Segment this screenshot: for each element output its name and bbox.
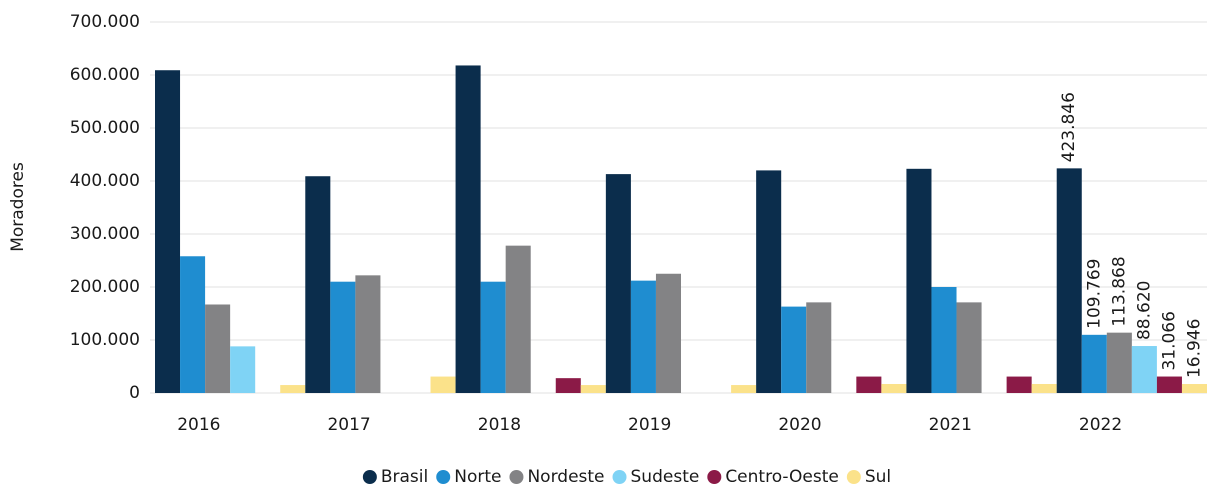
- x-tick-label: 2021: [929, 415, 972, 435]
- bar: [580, 385, 606, 393]
- bar: [330, 281, 356, 393]
- bar: [1156, 376, 1182, 393]
- bar: [180, 256, 206, 393]
- y-tick-label: 200.000: [70, 277, 140, 297]
- bar: [806, 302, 832, 393]
- legend-marker: [707, 470, 722, 484]
- bar: [1131, 346, 1157, 393]
- y-tick-label: 300.000: [70, 224, 140, 244]
- data-label: 88.620: [1134, 281, 1154, 340]
- bar: [1106, 332, 1132, 393]
- bar: [205, 304, 231, 393]
- x-tick-label: 2016: [177, 415, 220, 435]
- bar: [931, 287, 957, 393]
- legend-label: Sul: [865, 467, 891, 486]
- data-label: 31.066: [1159, 311, 1179, 370]
- bar: [305, 176, 331, 393]
- legend-label: Brasil: [381, 467, 428, 486]
- x-tick-label: 2017: [327, 415, 370, 435]
- bar: [756, 170, 782, 393]
- legend: Brasil Norte Nordeste Sudeste Centro-Oeste Su…: [362, 467, 891, 486]
- y-tick-label: 0: [129, 383, 140, 403]
- legend-label: Norte: [454, 467, 501, 486]
- bar: [630, 280, 656, 393]
- y-tick-label: 500.000: [70, 118, 140, 138]
- data-label: 113.868: [1109, 256, 1129, 326]
- bar: [1056, 168, 1082, 393]
- bar: [906, 168, 932, 393]
- bar: [1031, 383, 1057, 393]
- bar: [856, 376, 882, 393]
- data-label: 109.769: [1084, 259, 1104, 329]
- y-tick-label: 400.000: [70, 171, 140, 191]
- y-tick-label: 700.000: [70, 12, 140, 32]
- y-axis-label: Moradores: [8, 162, 28, 252]
- y-tick-label: 600.000: [70, 65, 140, 85]
- bar: [731, 385, 757, 393]
- legend-marker: [436, 470, 451, 484]
- bar: [280, 385, 306, 393]
- bar: [781, 306, 807, 393]
- x-tick-label: 2020: [778, 415, 821, 435]
- bar: [455, 65, 481, 394]
- x-tick-label: 2022: [1079, 415, 1122, 435]
- legend-label: Centro-Oeste: [725, 467, 839, 486]
- legend-marker: [612, 470, 627, 484]
- x-tick-label: 2019: [628, 415, 671, 435]
- bar: [430, 376, 456, 393]
- data-label: 16.946: [1184, 319, 1204, 378]
- legend-marker: [509, 470, 524, 484]
- y-tick-label: 100.000: [70, 330, 140, 350]
- bar: [655, 273, 681, 393]
- legend-label: Nordeste: [527, 467, 604, 486]
- legend-label: Sudeste: [631, 467, 700, 486]
- bar: [1181, 384, 1207, 393]
- bar: [956, 302, 982, 393]
- bar: [555, 378, 581, 393]
- data-label: 423.846: [1059, 92, 1079, 162]
- bar: [605, 174, 631, 393]
- bar: [230, 346, 256, 393]
- bar: [480, 281, 506, 393]
- bar: [1081, 334, 1107, 393]
- legend-marker: [362, 470, 377, 484]
- bar: [355, 275, 381, 393]
- bar: [1006, 376, 1032, 393]
- bar: [505, 245, 531, 393]
- bar: [155, 70, 181, 393]
- x-tick-label: 2018: [478, 415, 521, 435]
- bar: [881, 383, 907, 393]
- legend-marker: [846, 470, 861, 484]
